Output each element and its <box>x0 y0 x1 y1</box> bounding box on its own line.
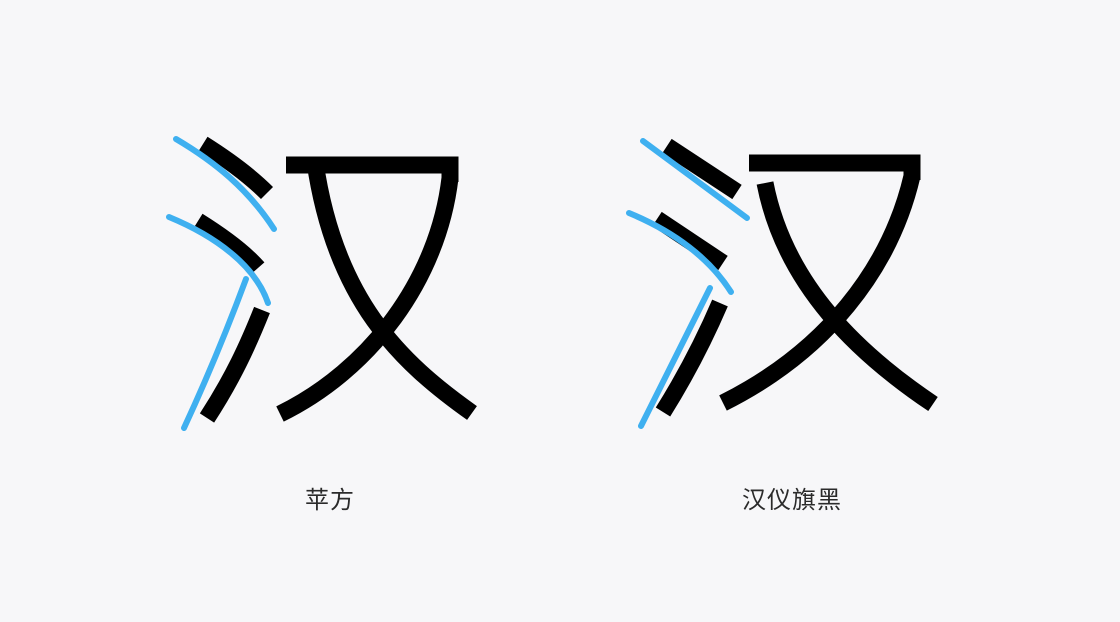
dot-stroke-middle <box>652 211 728 271</box>
dot-stroke-top <box>198 136 274 200</box>
glyph-han-pingfang <box>166 136 477 431</box>
panel-pingfang: 苹方 <box>166 136 477 514</box>
glyph-han-hanyi-qihei <box>626 138 938 429</box>
guide-line-middle <box>626 210 734 295</box>
guide-line-middle <box>166 214 271 306</box>
guide-line-top <box>173 136 277 232</box>
dot-stroke-top <box>662 138 742 200</box>
caption-hanyi-qihei: 汉仪旗黑 <box>742 486 842 514</box>
horizontal-stroke <box>286 156 459 182</box>
dot-stroke-middle <box>193 213 265 274</box>
left-falling-stroke <box>719 174 921 411</box>
rising-stroke <box>655 299 728 417</box>
horizontal-stroke <box>749 154 921 180</box>
guide-line-rising <box>181 276 249 431</box>
guide-line-rising <box>638 285 713 429</box>
caption-pingfang: 苹方 <box>305 486 355 514</box>
rising-stroke <box>199 306 270 423</box>
left-falling-stroke <box>276 177 459 422</box>
right-falling-stroke <box>756 181 938 412</box>
panel-hanyi-qihei: 汉仪旗黑 <box>560 0 1120 622</box>
guide-line-top <box>640 138 750 221</box>
right-falling-stroke <box>306 160 477 420</box>
